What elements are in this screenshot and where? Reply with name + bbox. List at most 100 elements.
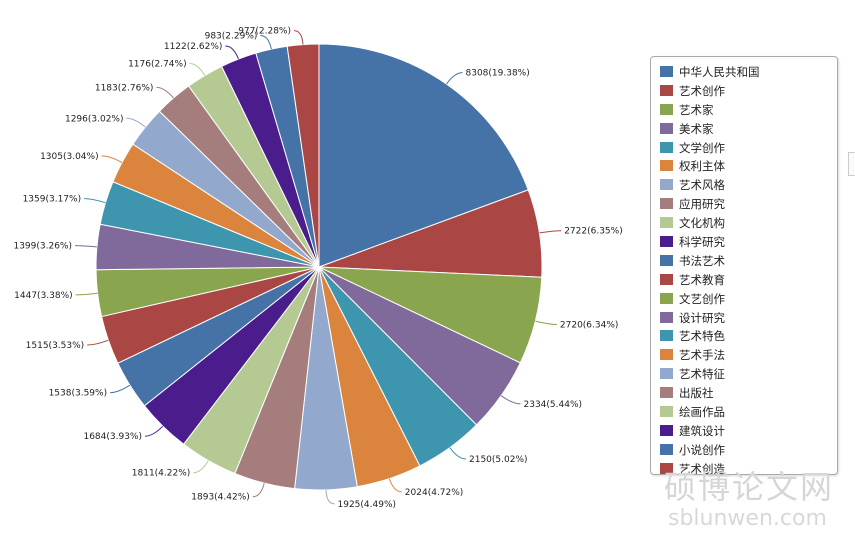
- watermark-chinese: 硕博论文网: [664, 468, 835, 506]
- data-label: 1538(3.59%): [49, 389, 108, 399]
- leader-line: [156, 86, 174, 99]
- data-label: 2024(4.72%): [405, 488, 464, 498]
- legend-swatch: [660, 406, 673, 418]
- legend-label: 艺术教育: [679, 272, 725, 287]
- data-label: 1447(3.38%): [14, 291, 73, 301]
- legend-label: 权利主体: [679, 159, 725, 174]
- legend-item[interactable]: 艺术特色: [651, 327, 837, 346]
- watermark: 硕博论文网 sblunwen.com: [664, 462, 854, 536]
- data-label: 2150(5.02%): [469, 455, 528, 465]
- legend-item[interactable]: 出版社: [651, 384, 837, 403]
- legend-label: 艺术创作: [679, 83, 725, 98]
- legend-label: 艺术创造: [679, 461, 725, 475]
- legend-label: 艺术风格: [679, 178, 725, 193]
- legend-item[interactable]: 文学创作: [651, 139, 837, 158]
- legend-item[interactable]: 艺术家: [651, 101, 837, 120]
- legend-item[interactable]: 应用研究: [651, 195, 837, 214]
- side-scroll-handle[interactable]: [848, 152, 855, 176]
- data-label: 983(2.29%): [205, 32, 258, 42]
- legend-item[interactable]: 艺术创造: [651, 460, 837, 475]
- data-label: 1183(2.76%): [95, 83, 154, 93]
- legend-item[interactable]: 艺术教育: [651, 271, 837, 290]
- legend-swatch: [660, 387, 673, 399]
- legend-item[interactable]: 美术家: [651, 120, 837, 139]
- legend-item[interactable]: 科学研究: [651, 233, 837, 252]
- legend-label: 出版社: [679, 386, 714, 401]
- legend-item[interactable]: 权利主体: [651, 157, 837, 176]
- data-label: 1893(4.42%): [191, 493, 250, 503]
- legend-label: 文化机构: [679, 216, 725, 231]
- legend-swatch: [660, 160, 673, 172]
- watermark-url: sblunwen.com: [668, 506, 827, 531]
- legend-item[interactable]: 艺术手法: [651, 346, 837, 365]
- leader-line: [144, 425, 164, 437]
- legend-item[interactable]: 艺术风格: [651, 176, 837, 195]
- leader-line: [110, 384, 131, 394]
- leader-line: [500, 395, 521, 405]
- leader-line: [75, 292, 98, 296]
- leader-line: [539, 230, 562, 234]
- leader-line: [87, 339, 109, 346]
- data-label: 2722(6.35%): [564, 227, 623, 237]
- data-label: 977(2.28%): [238, 27, 291, 37]
- legend-swatch: [660, 254, 673, 266]
- legend-item[interactable]: 艺术创作: [651, 82, 837, 101]
- data-label: 2334(5.44%): [524, 400, 583, 410]
- leader-line: [535, 320, 557, 325]
- leader-line: [260, 35, 272, 50]
- leader-line: [252, 483, 265, 498]
- data-label: 1305(3.04%): [40, 152, 99, 162]
- legend-swatch: [660, 349, 673, 361]
- data-label: 1925(4.49%): [338, 500, 397, 510]
- legend-label: 艺术特色: [679, 329, 725, 344]
- legend-swatch: [660, 292, 673, 304]
- data-label: 8308(19.38%): [466, 69, 530, 79]
- legend-swatch: [660, 122, 673, 134]
- chart-legend: 中华人民共和国 艺术创作艺术家美术家文学创作权利主体艺术风格应用研究文化机构科学研…: [650, 56, 838, 475]
- legend-list: 中华人民共和国 艺术创作艺术家美术家文学创作权利主体艺术风格应用研究文化机构科学研…: [651, 63, 837, 475]
- leader-line: [193, 460, 209, 474]
- legend-label: 文艺创作: [679, 291, 725, 306]
- leader-line: [101, 155, 123, 163]
- legend-swatch: [660, 179, 673, 191]
- legend-item[interactable]: 设计研究: [651, 309, 837, 328]
- data-label: 1296(3.02%): [65, 114, 124, 124]
- legend-swatch: [660, 273, 673, 285]
- legend-swatch: [660, 330, 673, 342]
- legend-label: 书法艺术: [679, 253, 725, 268]
- legend-label: 艺术手法: [679, 348, 725, 363]
- legend-swatch: [660, 84, 673, 96]
- legend-swatch: [660, 217, 673, 229]
- legend-item[interactable]: 绘画作品: [651, 403, 837, 422]
- leader-line: [293, 30, 304, 45]
- legend-swatch: [660, 198, 673, 210]
- data-label: 1684(3.93%): [83, 432, 142, 442]
- leader-line: [225, 45, 239, 60]
- leader-line: [189, 63, 206, 76]
- legend-label: 中华人民共和国: [679, 65, 760, 79]
- data-label: 1811(4.22%): [132, 469, 191, 479]
- legend-item[interactable]: 小说创作: [651, 441, 837, 460]
- data-label: 1359(3.17%): [23, 195, 82, 205]
- legend-swatch: [660, 141, 673, 153]
- legend-swatch: [660, 66, 673, 77]
- legend-item[interactable]: 艺术特征: [651, 365, 837, 384]
- legend-label: 建筑设计: [679, 423, 725, 438]
- leader-line: [446, 72, 463, 85]
- data-label: 1122(2.62%): [164, 42, 223, 52]
- legend-label: 艺术特征: [679, 367, 725, 382]
- legend-swatch: [660, 103, 673, 115]
- legend-label: 美术家: [679, 121, 714, 136]
- leader-line: [449, 447, 467, 460]
- legend-label: 艺术家: [679, 102, 714, 117]
- legend-item[interactable]: 文化机构: [651, 214, 837, 233]
- legend-item[interactable]: 书法艺术: [651, 252, 837, 271]
- legend-item[interactable]: 文艺创作: [651, 290, 837, 309]
- legend-label: 设计研究: [679, 310, 725, 325]
- legend-item[interactable]: 建筑设计: [651, 422, 837, 441]
- legend-item[interactable]: 中华人民共和国: [651, 63, 837, 82]
- legend-label: 文学创作: [679, 140, 725, 155]
- data-label: 1399(3.26%): [13, 242, 72, 252]
- legend-swatch: [660, 236, 673, 248]
